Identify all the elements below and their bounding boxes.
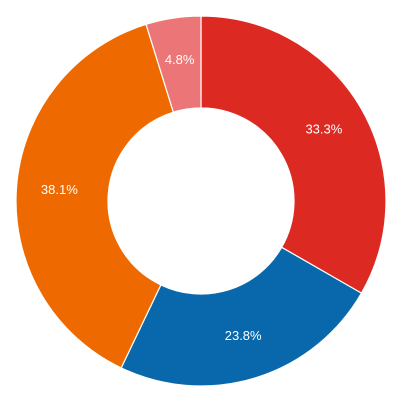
labels-group: 33.3% 23.8% 38.1% 4.8% — [41, 52, 343, 343]
slices-group — [15, 15, 387, 387]
donut-slice-3 — [145, 15, 202, 113]
slice-label-2: 38.1% — [41, 182, 78, 197]
donut-slice-2 — [15, 23, 175, 369]
donut-slice-1 — [120, 246, 363, 387]
slice-label-1: 23.8% — [225, 328, 262, 343]
donut-slice-0 — [200, 15, 387, 294]
slice-label-0: 33.3% — [305, 121, 342, 136]
slice-label-3: 4.8% — [165, 52, 195, 67]
